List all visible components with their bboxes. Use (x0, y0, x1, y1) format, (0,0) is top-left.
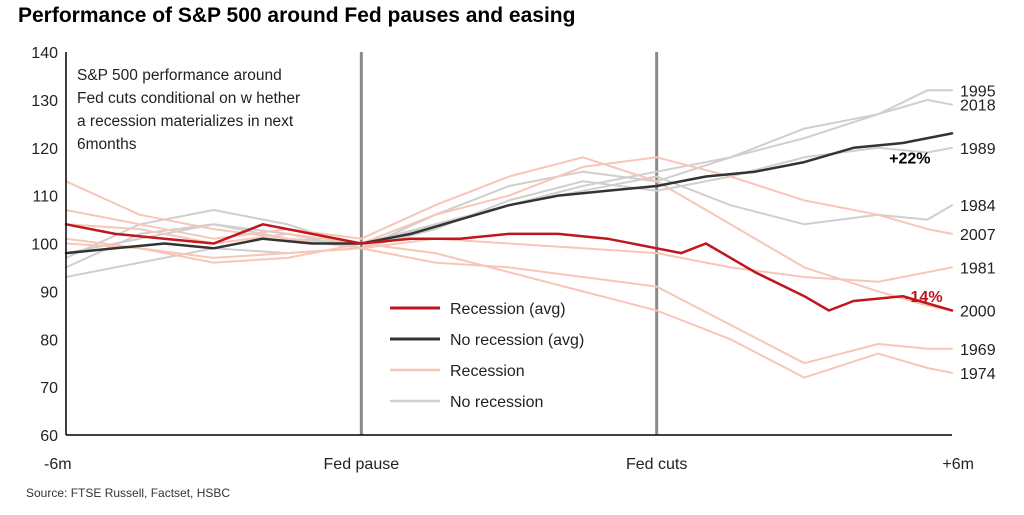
value-label: -14% (905, 289, 942, 306)
series-line (64, 132, 954, 255)
y-tick-label: 60 (40, 428, 58, 445)
series-end-label: 1974 (960, 366, 996, 383)
chart-title: Performance of S&P 500 around Fed pauses… (18, 4, 576, 27)
x-tick-label: +6m (942, 456, 974, 473)
legend-label: Recession (avg) (450, 301, 566, 318)
legend-label: No recession (avg) (450, 332, 584, 349)
x-tick-label: Fed pause (324, 456, 400, 473)
series-end-label: 1981 (960, 260, 996, 277)
series-end-label: 1995 (960, 83, 996, 100)
series-line (65, 156, 953, 245)
y-tick-label: 110 (32, 189, 58, 206)
series-line (65, 98, 953, 259)
series-line (65, 156, 953, 312)
series-line (65, 237, 953, 379)
series-end-label: 1969 (960, 342, 996, 359)
annotation-text: Fed cuts conditional on w hether (77, 90, 300, 107)
annotation-text: 6months (77, 136, 137, 153)
legend-label: No recession (450, 394, 543, 411)
y-tick-label: 100 (31, 237, 58, 254)
series-line (65, 146, 953, 269)
y-tick-label: 90 (40, 284, 58, 301)
annotation-text: a recession materializes in next (77, 113, 294, 130)
series-end-label: 1989 (960, 141, 996, 158)
y-tick-label: 70 (40, 380, 58, 397)
y-tick-label: 140 (31, 45, 58, 62)
y-tick-label: 130 (31, 93, 58, 110)
series-end-label: 2000 (960, 304, 996, 321)
series-line (64, 223, 954, 312)
y-tick-label: 80 (40, 332, 58, 349)
series-end-label: 2018 (960, 98, 996, 115)
annotation-text: S&P 500 performance around (77, 67, 282, 84)
value-label: +22% (889, 150, 930, 167)
series-line (65, 89, 953, 278)
series-end-label: 2007 (960, 227, 996, 244)
legend-label: Recession (450, 363, 525, 380)
series-line (65, 180, 953, 283)
series-end-label: 1984 (960, 198, 996, 215)
series-line (65, 242, 953, 365)
x-tick-label: -6m (44, 456, 72, 473)
source-note: Source: FTSE Russell, Factset, HSBC (26, 486, 231, 500)
x-tick-label: Fed cuts (626, 456, 687, 473)
y-tick-label: 120 (31, 141, 58, 158)
